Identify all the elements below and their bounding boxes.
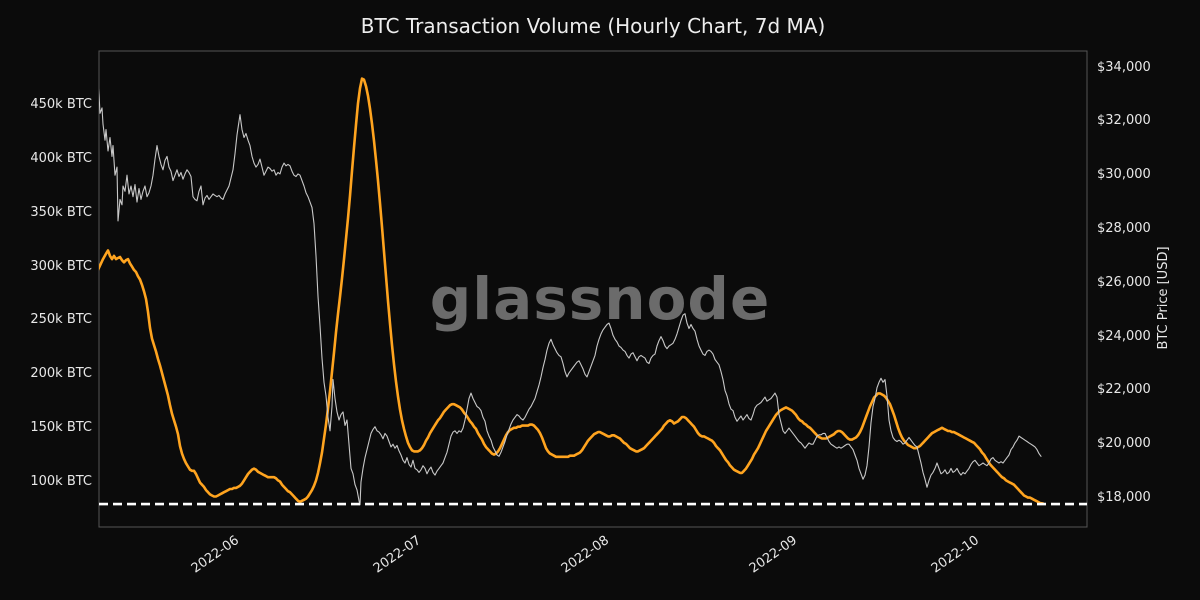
- left-tick-label: 350k BTC: [30, 204, 92, 220]
- volume-series-line: [99, 77, 1045, 505]
- right-tick-label: $32,000: [1097, 113, 1151, 129]
- plot-border: [98, 50, 1088, 528]
- right-tick-label: $22,000: [1097, 382, 1151, 398]
- chart-title: BTC Transaction Volume (Hourly Chart, 7d…: [360, 14, 826, 38]
- right-tick-label: $28,000: [1097, 221, 1151, 236]
- left-tick-label: 450k BTC: [30, 97, 92, 113]
- price-series-line: [99, 88, 1042, 506]
- right-tick-label: $20,000: [1097, 436, 1151, 452]
- right-tick-label: $24,000: [1097, 328, 1151, 344]
- right-tick-label: $18,000: [1097, 490, 1151, 505]
- left-tick-label: 400k BTC: [30, 151, 92, 167]
- right-tick-label: $34,000: [1097, 59, 1151, 75]
- left-tick-label: 300k BTC: [30, 258, 92, 274]
- right-axis-title: BTC Price [USD]: [1156, 246, 1171, 350]
- glassnode-watermark: glassnode: [429, 265, 771, 333]
- left-tick-label: 150k BTC: [30, 419, 92, 435]
- left-tick-label: 250k BTC: [30, 312, 92, 328]
- right-tick-label: $30,000: [1097, 167, 1151, 183]
- right-tick-label: $26,000: [1097, 274, 1151, 290]
- left-tick-label: 200k BTC: [30, 366, 92, 382]
- left-tick-label: 100k BTC: [30, 473, 92, 489]
